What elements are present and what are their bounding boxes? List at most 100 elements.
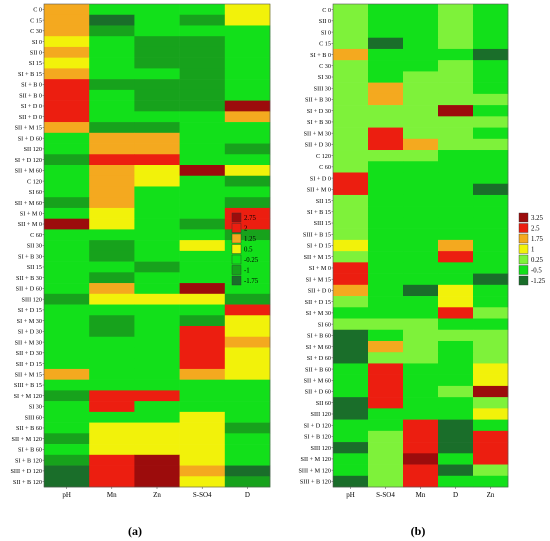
heatmap-cell — [89, 218, 135, 230]
row-label: SI + B 30 — [307, 119, 331, 126]
heatmap-cell — [403, 442, 439, 454]
heatmap-cell — [179, 218, 226, 230]
heatmap-cell — [438, 82, 474, 95]
heatmap-cell — [333, 296, 369, 308]
heatmap-cell — [438, 273, 474, 286]
row-label: SI + D 60 — [18, 135, 42, 142]
heatmap-cell — [134, 175, 180, 187]
heatmap-cell — [44, 154, 90, 166]
row-label: SII + D 15 — [16, 361, 42, 368]
legend-swatch — [518, 265, 529, 275]
row-label: SII + D 15 — [305, 299, 331, 306]
heatmap-cell — [89, 122, 135, 134]
legend-swatch — [518, 212, 529, 223]
legend-label: 3.25 — [531, 215, 543, 222]
heatmap-cell — [89, 186, 135, 198]
row-label: SII 60 — [316, 400, 331, 407]
heatmap-cell — [89, 207, 135, 219]
heatmap-cell — [224, 401, 271, 413]
heatmap-cell — [403, 419, 439, 432]
row-label: SI + M 15 — [306, 276, 331, 283]
heatmap-cell — [89, 379, 135, 391]
panel-label-b: (b) — [411, 524, 426, 538]
heatmap-cell — [44, 454, 90, 466]
heatmap-cell — [44, 122, 90, 134]
legend-swatch — [231, 223, 242, 233]
row-label: SIII 15 — [314, 220, 331, 227]
heatmap-cell — [224, 79, 271, 91]
heatmap-cell — [403, 105, 439, 117]
heatmap-cell — [473, 15, 509, 27]
heatmap-cell — [179, 465, 226, 477]
heatmap-cell — [438, 183, 474, 196]
heatmap-cell — [179, 229, 226, 241]
heatmap-cell — [403, 127, 439, 140]
heatmap-cell — [333, 82, 369, 95]
heatmap-cell — [473, 4, 509, 16]
row-label: SII 0 — [30, 50, 42, 57]
legend-label: 2.5 — [531, 226, 540, 233]
row-label: SI 15 — [29, 60, 42, 67]
heatmap-cell — [403, 206, 439, 218]
heatmap-cell — [368, 150, 404, 162]
heatmap-cell — [44, 315, 90, 327]
heatmap-cell — [224, 250, 271, 262]
heatmap-cell — [403, 352, 439, 364]
heatmap-cell — [134, 315, 180, 327]
legend-label: 0.25 — [531, 257, 543, 264]
heatmap-cell — [333, 93, 369, 106]
row-label: C 0 — [33, 7, 42, 14]
heatmap-cell — [224, 368, 271, 380]
heatmap-cell — [134, 68, 180, 80]
heatmap-cell — [134, 261, 180, 273]
row-label: SII 120 — [24, 146, 42, 153]
heatmap-cell — [473, 284, 509, 297]
heatmap-cell — [368, 4, 404, 16]
heatmap-cell — [179, 57, 226, 69]
heatmap-cell — [403, 363, 439, 375]
heatmap-cell — [333, 251, 369, 263]
heatmap-cell — [134, 422, 180, 434]
legend-label: 2.75 — [244, 215, 256, 222]
heatmap-cell — [89, 358, 135, 370]
row-label: SII + M 0 — [307, 187, 331, 194]
heatmap-cell — [403, 475, 439, 488]
heatmap-cell — [89, 336, 135, 348]
heatmap-cell — [89, 390, 135, 402]
row-label: SI 0 — [321, 29, 331, 36]
heatmap-cell — [179, 14, 226, 26]
heatmap-cell — [134, 218, 180, 230]
legend-swatch — [231, 275, 242, 286]
heatmap-cell — [368, 37, 404, 50]
heatmap-cell — [438, 217, 474, 229]
row-label: SI 30 — [29, 404, 42, 411]
heatmap-cell — [438, 194, 474, 207]
heatmap-cell — [224, 358, 271, 370]
heatmap-cell — [179, 422, 226, 434]
heatmap-cell — [473, 419, 509, 432]
heatmap-cell — [44, 79, 90, 91]
heatmap-cell — [368, 385, 404, 398]
heatmap-cell — [368, 239, 404, 252]
heatmap-cell — [368, 15, 404, 27]
heatmap-cell — [438, 307, 474, 319]
heatmap-cell — [368, 352, 404, 364]
heatmap-cell — [224, 476, 271, 488]
heatmap-cell — [89, 465, 135, 477]
heatmap-cell — [333, 318, 369, 331]
heatmap-cell — [89, 132, 135, 144]
heatmap-cell — [134, 283, 180, 295]
heatmap-cell — [403, 48, 439, 61]
heatmap-cell — [134, 229, 180, 241]
row-label: SI + D 15 — [307, 243, 331, 250]
heatmap-cell — [438, 71, 474, 83]
heatmap-cell — [403, 93, 439, 106]
row-label: SI + D 120 — [304, 422, 331, 429]
heatmap-cell — [134, 100, 180, 112]
legend-swatch — [518, 275, 529, 286]
column-label: Zn — [487, 491, 495, 499]
heatmap-cell — [333, 419, 369, 432]
heatmap-cell — [368, 475, 404, 488]
heatmap-cell — [224, 272, 271, 284]
row-label: C 15 — [319, 41, 331, 48]
